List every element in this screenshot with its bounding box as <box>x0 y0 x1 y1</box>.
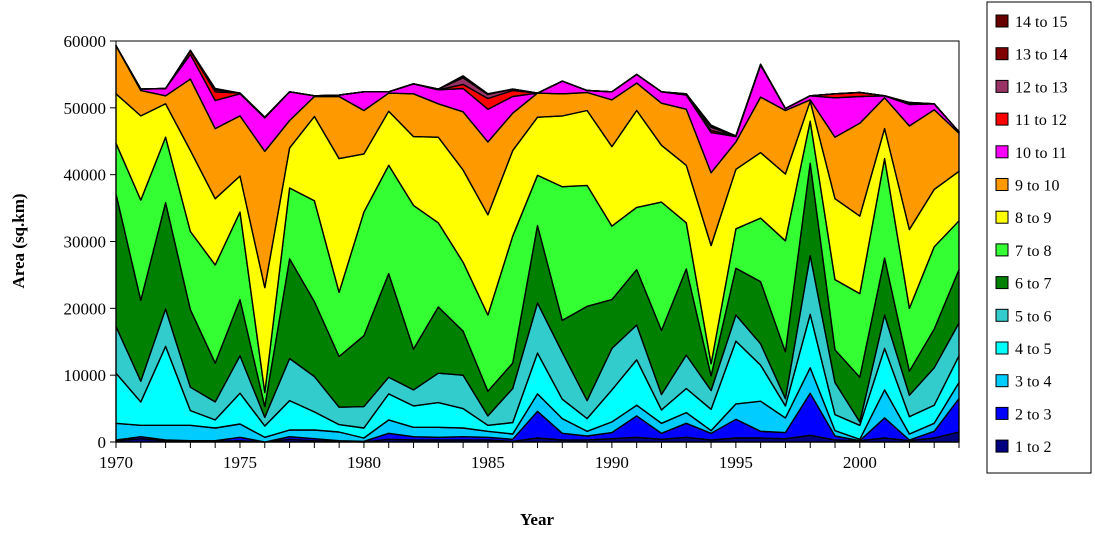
x-axis: 1970 1975 1980 1985 1990 1995 2000 <box>99 442 960 472</box>
legend-label: 1 to 2 <box>1015 439 1051 456</box>
y-tick-label: 60000 <box>64 32 107 51</box>
y-axis: 0 10000 20000 30000 40000 50000 60000 <box>64 32 116 452</box>
legend-label: 8 to 9 <box>1015 210 1051 227</box>
legend-label: 2 to 3 <box>1015 406 1051 423</box>
legend-swatch <box>995 243 1009 257</box>
y-tick-label: 0 <box>98 433 107 452</box>
legend: 14 to 15 13 to 14 12 to 13 11 to 12 10 to 11… <box>986 1 1092 474</box>
legend-swatch <box>995 276 1009 290</box>
legend-label: 5 to 6 <box>1015 308 1051 325</box>
legend-label: 4 to 5 <box>1015 341 1051 358</box>
legend-swatch <box>995 439 1009 453</box>
legend-swatch <box>995 341 1009 355</box>
legend-label: 6 to 7 <box>1015 276 1051 293</box>
x-tick-label: 1980 <box>347 453 381 472</box>
y-axis-label: Area (sq.km) <box>9 193 28 288</box>
legend-swatch <box>995 47 1009 61</box>
legend-swatch <box>995 112 1009 126</box>
legend-label: 10 to 11 <box>1015 145 1067 162</box>
x-tick-label: 1990 <box>595 453 629 472</box>
y-tick-label: 30000 <box>64 233 107 252</box>
legend-swatch <box>995 308 1009 322</box>
area-series-group <box>115 45 960 443</box>
x-tick-label: 2000 <box>843 453 877 472</box>
legend-swatch <box>995 14 1009 28</box>
legend-label: 11 to 12 <box>1015 112 1067 129</box>
legend-label: 7 to 8 <box>1015 243 1051 260</box>
legend-swatch <box>995 178 1009 191</box>
legend-swatch <box>995 406 1009 420</box>
y-tick-label: 20000 <box>64 299 107 318</box>
x-tick-label: 1970 <box>99 453 133 472</box>
x-tick-label: 1975 <box>223 453 257 472</box>
area-series-14 <box>115 45 960 137</box>
y-tick-label: 50000 <box>64 99 107 118</box>
legend-label: 12 to 13 <box>1015 79 1067 96</box>
legend-swatch <box>995 145 1009 159</box>
x-tick-label: 1995 <box>719 453 753 472</box>
legend-label: 13 to 14 <box>1015 47 1067 64</box>
legend-label: 14 to 15 <box>1015 14 1067 31</box>
x-axis-label: Year <box>520 510 554 529</box>
legend-box <box>986 1 1092 474</box>
y-tick-label: 40000 <box>64 166 107 185</box>
legend-swatch <box>995 210 1009 224</box>
y-tick-label: 10000 <box>64 366 107 385</box>
legend-label: 3 to 4 <box>1015 374 1051 391</box>
legend-label: 9 to 10 <box>1015 178 1059 195</box>
legend-swatch <box>995 79 1009 93</box>
legend-swatch <box>995 374 1009 388</box>
x-tick-label: 1985 <box>471 453 505 472</box>
